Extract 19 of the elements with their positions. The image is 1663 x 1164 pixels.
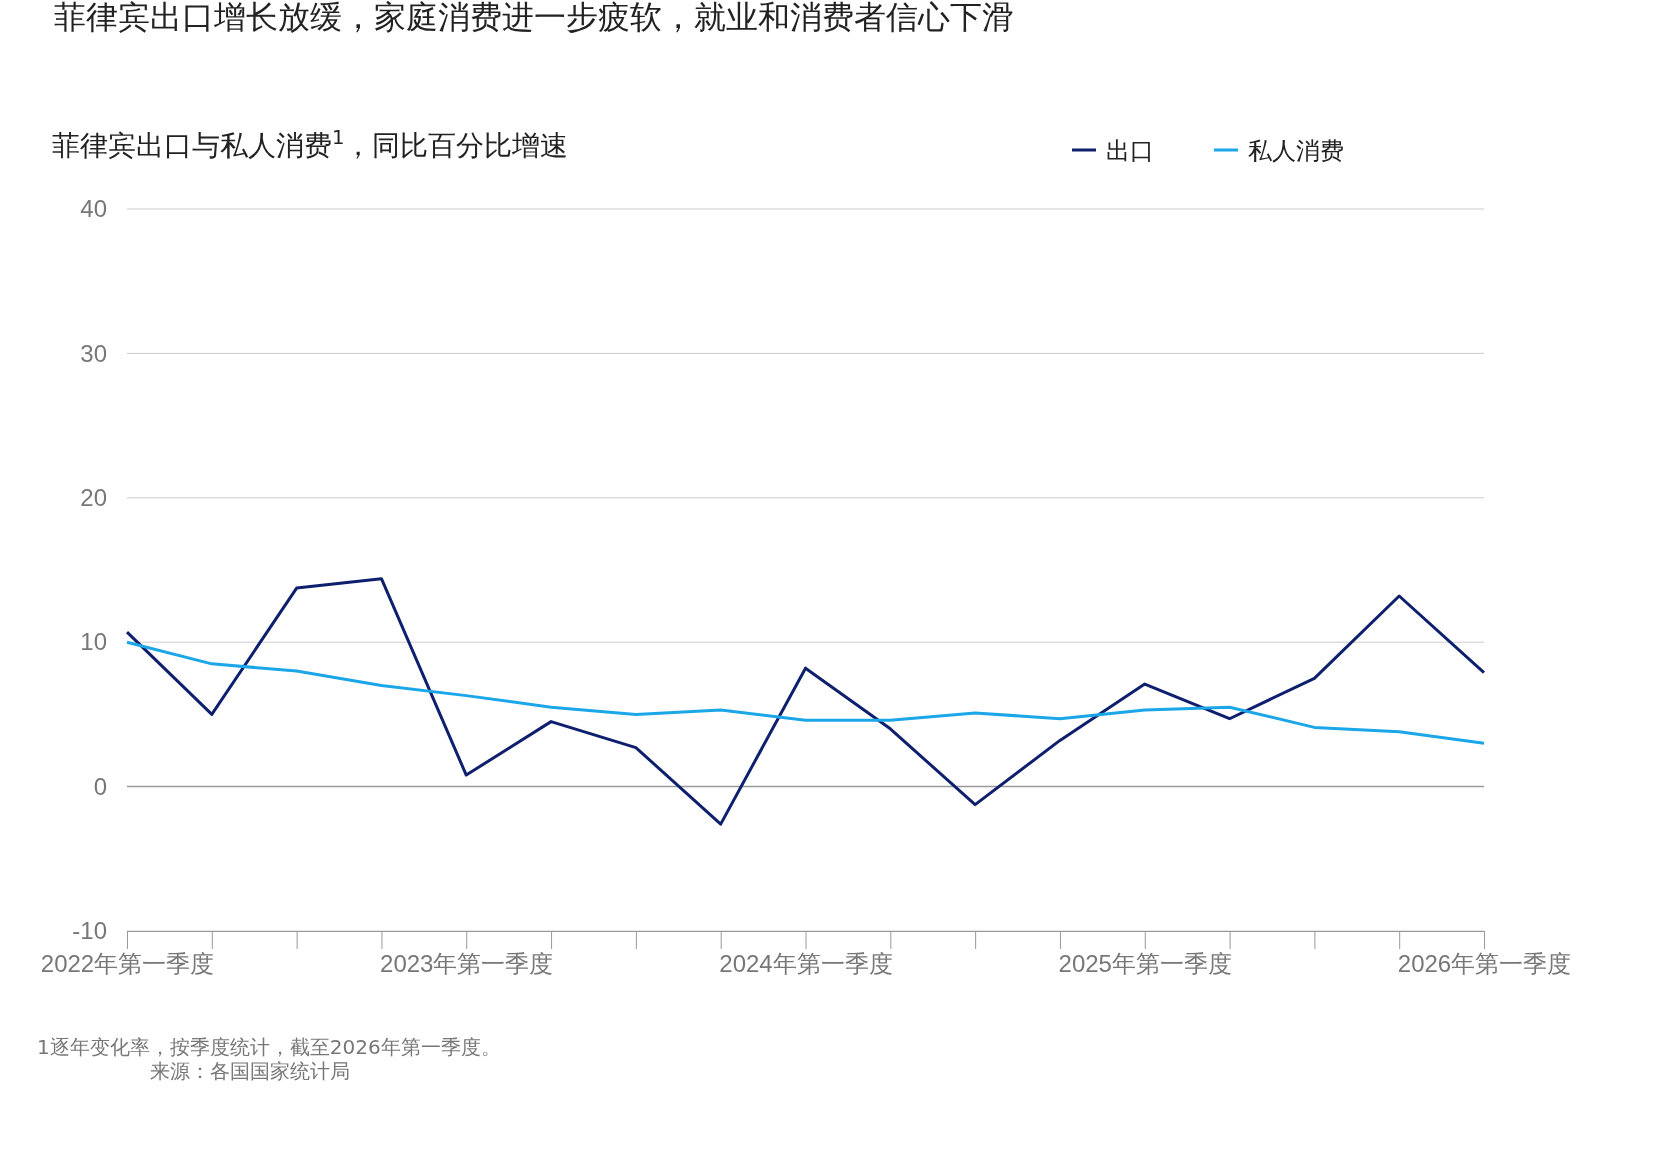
y-tick-label: 10 [80,628,107,656]
x-tick-label: 2022年第一季度 [40,950,215,978]
y-tick-label: -10 [72,917,107,945]
y-tick-label: 40 [80,195,107,223]
line-series [125,640,1486,745]
line-series [125,577,1486,826]
chart-title: 菲律宾出口增长放缓，家庭消费进一步疲软，就业和消费者信心下滑 [54,0,1014,36]
source-note: 来源：各国国家统计局 [150,1059,350,1083]
x-tick-label: 2025年第一季度 [1058,950,1232,978]
y-tick-label: 20 [80,483,107,511]
x-tick-label: 2023年第一季度 [380,950,554,978]
x-tick-label: 2026年第一季度 [1397,950,1572,978]
legend-label: 私人消费 [1248,137,1344,165]
y-tick-label: 0 [93,772,107,800]
text: 1逐年变化率，按季度统计，截至2026年第一季度。 [37,1035,501,1059]
x-tick-label: 2024年第一季度 [719,950,893,978]
y-tick-label: 30 [80,339,107,367]
legend-label: 出口 [1106,137,1154,165]
chart-subtitle: 菲律宾出口与私人消费$^{1}$，同比百分比增速 [52,125,569,162]
